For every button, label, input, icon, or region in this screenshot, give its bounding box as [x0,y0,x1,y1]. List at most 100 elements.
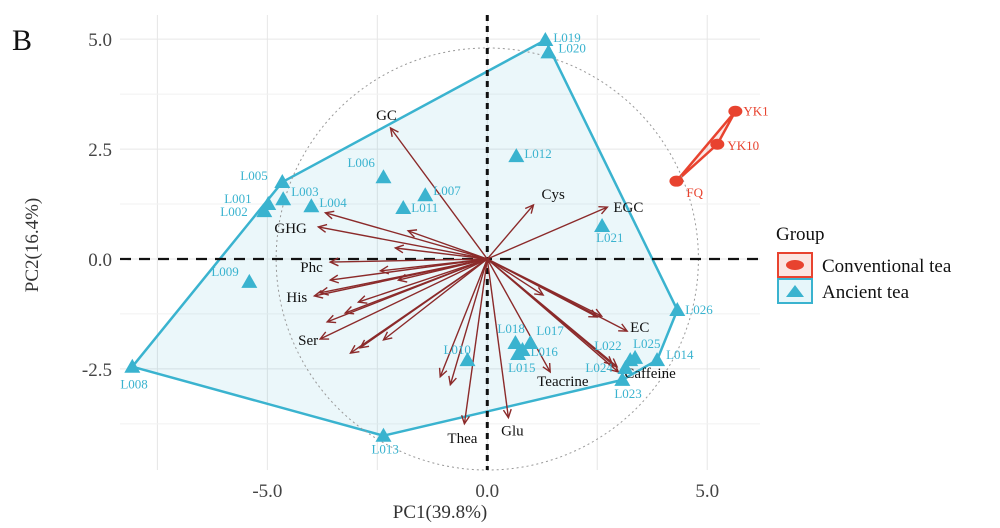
loading-arrow [330,258,488,281]
loading-arrow [330,258,488,263]
point-label: L022 [594,338,621,353]
point-label: L012 [524,146,551,161]
loading-label: His [286,290,307,306]
point-label: L023 [614,386,641,401]
loading-arrow [383,258,488,341]
x-tick-label: -5.0 [252,481,282,502]
y-axis-label: PC2(16.4%) [22,198,43,292]
triangle-marker [510,345,527,360]
legend-label-ancient: Ancient tea [822,282,910,303]
loading-label: Cys [541,187,565,203]
loading-arrow [486,258,510,418]
triangle-marker [540,44,557,59]
loading-arrow [325,212,488,260]
loading-arrow [463,258,488,424]
point-label: L017 [536,323,564,338]
circle-marker [710,138,725,150]
arrow-head [328,274,340,284]
axis-ticks: -5.0 0.0 5.0 -2.5 0.0 2.5 5.0 [82,30,719,502]
panel-label: B [12,24,32,57]
point-label: L005 [240,168,267,183]
legend: Group Conventional tea Ancient tea [776,224,952,304]
arrow-head [325,314,337,324]
legend-triangle-icon [786,285,804,297]
loading-arrow [449,258,488,385]
loading-arrow [326,258,488,323]
point-label: L010 [443,342,470,357]
triangle-marker [594,218,611,233]
point-label: L004 [319,195,347,210]
loading-arrows: GC Cys EGC EC Caffeine Teacrine Glu Thea Ser His P… [274,108,676,447]
triangle-marker [124,358,141,373]
loading-arrow [389,127,488,260]
y-tick-label: -2.5 [82,360,112,381]
loading-arrow [486,204,535,260]
triangle-marker [669,301,686,316]
point-label: L006 [347,155,375,170]
arrow-head [349,344,360,354]
loading-arrow [486,258,551,373]
triangle-marker [260,196,277,211]
point-label: L007 [433,183,461,198]
triangle-marker [614,371,631,386]
loading-arrow [486,258,602,317]
loading-label: Phc [300,260,323,276]
triangle-marker [256,203,273,218]
loading-arrow [319,258,488,340]
loading-arrow [318,226,488,260]
point-label: L025 [633,336,660,351]
arrow-head [502,408,512,420]
arrow-head [312,289,324,299]
loading-arrow [439,258,488,378]
triangle-marker [617,360,634,375]
arrow-head [318,286,330,296]
triangle-marker [274,174,291,189]
legend-title: Group [776,224,825,245]
triangle-marker [241,273,258,288]
loading-label: Caffeine [624,366,676,382]
point-label: L002 [220,204,247,219]
loading-label: Ser [298,333,318,349]
triangle-marker [417,187,434,202]
circle-marker [728,105,743,117]
hull-conventional-tea [675,110,737,183]
zero-lines [120,15,760,470]
point-label: FQ [686,185,703,200]
arrow-head [448,375,457,387]
y-tick-label: 2.5 [88,140,112,161]
arrow-head [460,415,470,426]
triangle-marker [303,198,320,213]
point-label: YK1 [743,103,768,118]
arrow-head [316,223,328,233]
arrow-head [356,295,368,304]
point-label: L016 [530,344,558,359]
arrow-head [358,339,370,349]
arrow-head [524,203,535,214]
y-tick-label: 5.0 [88,30,112,51]
arrow-head [542,362,551,374]
loading-arrow [395,247,488,260]
point-label: L001 [224,191,251,206]
point-label: L019 [553,30,580,45]
point-label: L018 [497,321,524,336]
triangle-marker [649,352,666,367]
grid [120,15,760,470]
loading-label: GHG [274,221,307,237]
loading-label: GC [376,108,397,124]
arrow-head [598,206,609,215]
loading-arrow [407,230,488,260]
legend-label-conventional: Conventional tea [822,256,952,277]
triangle-marker [537,32,554,47]
loading-arrow [359,258,488,349]
point-label: L015 [508,360,535,375]
x-tick-label: 0.0 [475,481,499,502]
point-label: L024 [585,360,613,375]
point-label: L014 [666,347,694,362]
triangle-marker [395,199,412,214]
point-label: L008 [120,377,147,392]
arrow-head [328,257,339,267]
arrow-head [438,367,448,379]
arrow-head [389,126,399,137]
arrow-head [343,306,355,315]
